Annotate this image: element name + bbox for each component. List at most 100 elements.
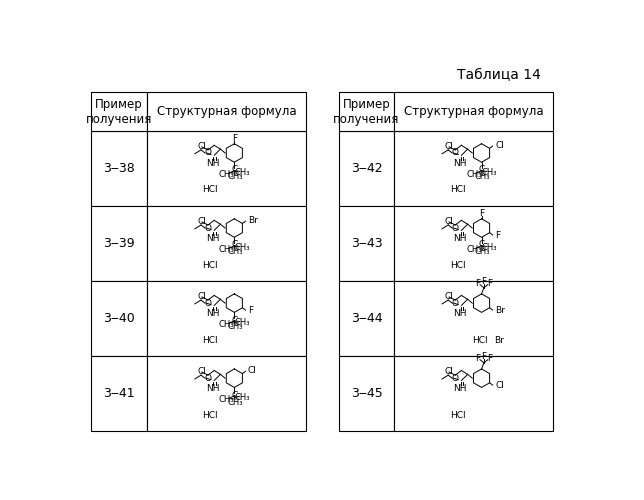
Text: NH: NH xyxy=(453,234,467,244)
Text: C: C xyxy=(231,316,238,324)
Text: CH₃: CH₃ xyxy=(227,322,243,332)
Text: 3‒45: 3‒45 xyxy=(350,387,383,400)
Text: NH: NH xyxy=(453,160,467,168)
Text: NH: NH xyxy=(206,384,220,394)
Text: Пример
получения: Пример получения xyxy=(86,98,153,126)
Text: CH₃: CH₃ xyxy=(234,393,250,402)
Bar xyxy=(91,356,147,431)
Text: CH₃: CH₃ xyxy=(482,243,497,252)
Text: 3‒42: 3‒42 xyxy=(351,162,383,175)
Text: HCl: HCl xyxy=(202,336,218,344)
Text: NH: NH xyxy=(453,310,467,318)
Text: CH₃: CH₃ xyxy=(234,243,250,252)
Bar xyxy=(339,92,394,131)
Text: C: C xyxy=(478,240,485,250)
Text: Br: Br xyxy=(495,306,505,316)
Bar xyxy=(147,206,306,281)
Text: 3‒38: 3‒38 xyxy=(104,162,135,175)
Text: CH₃: CH₃ xyxy=(219,320,234,329)
Text: HCl: HCl xyxy=(450,410,466,420)
Bar xyxy=(91,92,147,131)
Text: Cl: Cl xyxy=(197,292,206,300)
Text: O: O xyxy=(205,298,211,308)
Text: Br: Br xyxy=(248,216,258,225)
Text: Cl: Cl xyxy=(444,367,453,376)
Text: HCl: HCl xyxy=(472,336,488,344)
Text: Cl: Cl xyxy=(197,216,206,226)
Text: O: O xyxy=(205,224,211,232)
Text: C: C xyxy=(231,240,238,250)
Text: CH₃: CH₃ xyxy=(234,168,250,176)
Bar xyxy=(339,131,394,206)
Bar xyxy=(394,356,553,431)
Text: CH₃: CH₃ xyxy=(219,170,234,179)
Bar xyxy=(147,281,306,356)
Text: Cl: Cl xyxy=(444,142,453,150)
Bar xyxy=(394,281,553,356)
Bar xyxy=(147,131,306,206)
Text: O: O xyxy=(205,374,211,382)
Text: CH₃: CH₃ xyxy=(475,172,490,182)
Text: NH: NH xyxy=(206,310,220,318)
Text: F: F xyxy=(475,354,480,362)
Bar xyxy=(339,206,394,281)
Text: HCl: HCl xyxy=(202,410,218,420)
Text: F: F xyxy=(488,354,493,362)
Text: F: F xyxy=(475,278,480,287)
Text: F: F xyxy=(232,134,237,143)
Text: F: F xyxy=(481,352,486,361)
Text: C: C xyxy=(231,166,238,174)
Text: HCl: HCl xyxy=(450,186,466,194)
Text: CH₃: CH₃ xyxy=(227,398,243,406)
Text: 3‒40: 3‒40 xyxy=(104,312,135,325)
Bar xyxy=(91,131,147,206)
Text: Cl: Cl xyxy=(495,141,504,150)
Text: Пример
получения: Пример получения xyxy=(334,98,400,126)
Text: Cl: Cl xyxy=(197,367,206,376)
Text: CH₃: CH₃ xyxy=(219,396,234,404)
Bar xyxy=(91,281,147,356)
Text: NH: NH xyxy=(206,160,220,168)
Text: Cl: Cl xyxy=(444,216,453,226)
Bar xyxy=(147,92,306,131)
Text: Cl: Cl xyxy=(248,366,257,375)
Text: O: O xyxy=(205,148,211,158)
Text: F: F xyxy=(488,278,493,287)
Text: CH₃: CH₃ xyxy=(234,318,250,327)
Bar xyxy=(394,131,553,206)
Text: Структурная формула: Структурная формула xyxy=(404,105,544,118)
Text: 3‒43: 3‒43 xyxy=(351,237,383,250)
Bar xyxy=(91,206,147,281)
Text: O: O xyxy=(451,298,459,308)
Text: O: O xyxy=(451,148,459,158)
Bar xyxy=(394,206,553,281)
Text: CH₃: CH₃ xyxy=(227,172,243,182)
Text: Br: Br xyxy=(494,336,504,344)
Text: CH₃: CH₃ xyxy=(466,170,482,179)
Text: Cl: Cl xyxy=(197,142,206,150)
Text: HCl: HCl xyxy=(202,260,218,270)
Bar xyxy=(339,281,394,356)
Text: Cl: Cl xyxy=(444,292,453,300)
Text: CH₃: CH₃ xyxy=(227,248,243,256)
Text: HCl: HCl xyxy=(202,186,218,194)
Text: 3‒39: 3‒39 xyxy=(104,237,135,250)
Text: C: C xyxy=(478,166,485,174)
Text: F: F xyxy=(479,209,484,218)
Bar xyxy=(339,356,394,431)
Text: F: F xyxy=(481,277,486,286)
Text: CH₃: CH₃ xyxy=(466,245,482,254)
Bar xyxy=(147,356,306,431)
Text: F: F xyxy=(495,232,500,240)
Text: Таблица 14: Таблица 14 xyxy=(457,68,541,82)
Text: O: O xyxy=(451,224,459,232)
Text: 3‒41: 3‒41 xyxy=(104,387,135,400)
Text: Cl: Cl xyxy=(495,382,504,390)
Text: NH: NH xyxy=(453,384,467,394)
Text: NH: NH xyxy=(206,234,220,244)
Text: C: C xyxy=(231,390,238,400)
Text: Структурная формула: Структурная формула xyxy=(156,105,296,118)
Bar xyxy=(394,92,553,131)
Text: O: O xyxy=(451,374,459,382)
Text: 3‒44: 3‒44 xyxy=(351,312,383,325)
